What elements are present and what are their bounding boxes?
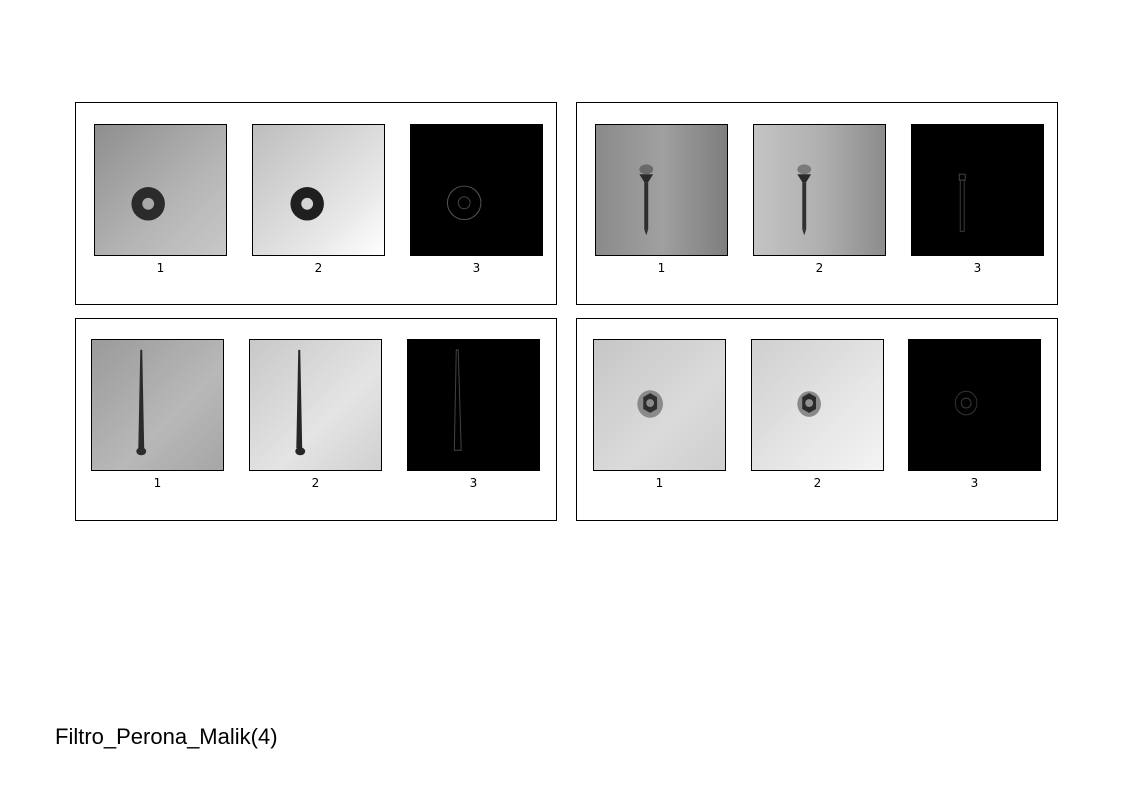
filtered-image (252, 124, 385, 256)
original-image (595, 124, 728, 256)
edge-image (911, 124, 1044, 256)
filtered-image (249, 339, 382, 471)
figure-panel-washer: 1 2 3 (75, 102, 557, 305)
image-label: 3 (472, 261, 481, 275)
image-label: 1 (657, 261, 666, 275)
image-label: 3 (970, 476, 979, 490)
figure-panel-screw: 1 2 3 (576, 102, 1058, 305)
image-label: 2 (314, 261, 323, 275)
image-label: 2 (311, 476, 320, 490)
image-label: 1 (156, 261, 165, 275)
image-label: 2 (813, 476, 822, 490)
original-image (91, 339, 224, 471)
edge-image (410, 124, 543, 256)
figure-panel-nail: 1 2 3 (75, 318, 557, 521)
image-label: 2 (815, 261, 824, 275)
image-label: 1 (655, 476, 664, 490)
edge-image (908, 339, 1041, 471)
original-image (94, 124, 227, 256)
edge-image (407, 339, 540, 471)
filtered-image (751, 339, 884, 471)
image-label: 3 (973, 261, 982, 275)
image-label: 3 (469, 476, 478, 490)
figure-panel-nut: 1 2 3 (576, 318, 1058, 521)
figure-caption: Filtro_Perona_Malik(4) (55, 724, 278, 749)
filtered-image (753, 124, 886, 256)
original-image (593, 339, 726, 471)
image-label: 1 (153, 476, 162, 490)
